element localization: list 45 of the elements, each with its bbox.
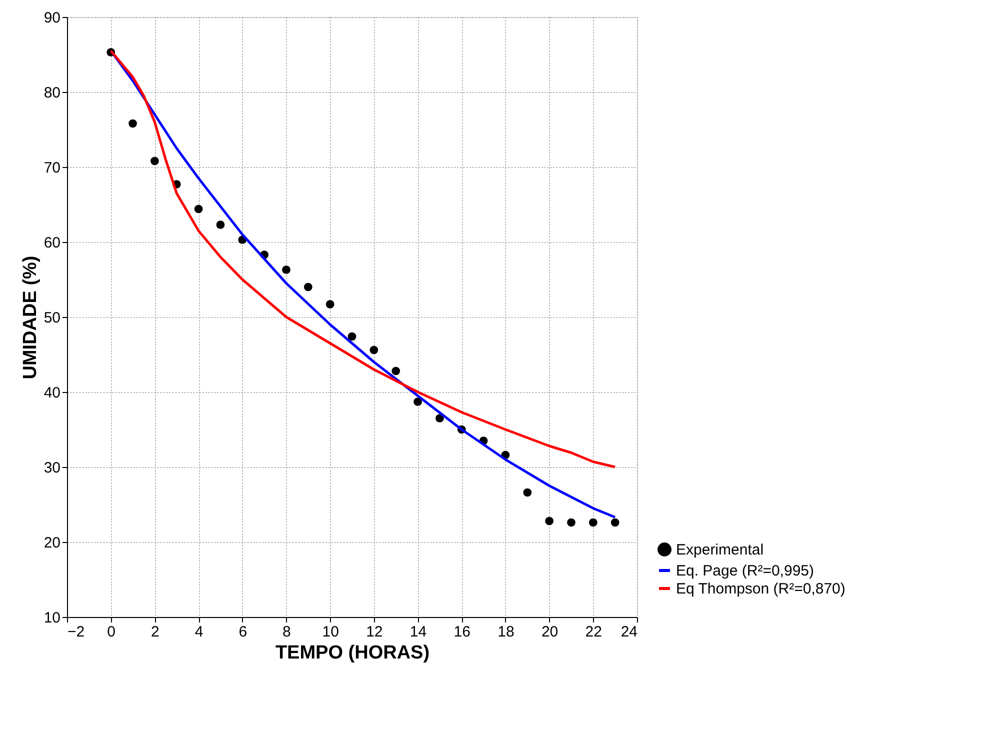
y-tick-label: 50 xyxy=(44,310,60,326)
x-tick-label: 12 xyxy=(366,624,383,640)
x-tick-label: 10 xyxy=(322,624,339,640)
point xyxy=(567,518,576,527)
x-tick-label: 20 xyxy=(541,624,558,640)
y-tick-label: 90 xyxy=(44,10,60,26)
x-tick-label: 6 xyxy=(238,624,248,640)
point xyxy=(348,332,356,341)
y-tick-label: 10 xyxy=(44,610,60,626)
point xyxy=(150,156,159,166)
x-tick-label: 18 xyxy=(498,624,514,640)
y-tick-label: 80 xyxy=(44,84,60,102)
point xyxy=(326,300,334,308)
point xyxy=(128,119,137,128)
y-tick-label: 20 xyxy=(44,534,60,552)
y-tick-label: 70 xyxy=(44,160,60,176)
x-tick-label: 24 xyxy=(620,624,638,640)
point xyxy=(282,266,290,274)
x-tick-label: −2 xyxy=(68,624,85,640)
y-tick-label: 60 xyxy=(44,234,60,252)
x-tick-label: 22 xyxy=(585,624,602,640)
x-tick-label: 8 xyxy=(282,624,291,640)
y-tick-label: 40 xyxy=(44,384,60,402)
point xyxy=(216,220,225,229)
x-axis-title: TEMPO (HORAS) xyxy=(275,642,430,664)
point xyxy=(414,398,422,406)
legend-label: Eq. Page (R²=0,995) xyxy=(676,562,814,580)
point xyxy=(304,282,312,292)
legend-label: Experimental xyxy=(676,542,764,558)
point xyxy=(392,366,400,376)
legend-label: Eq Thompson (R²=0,870) xyxy=(676,580,846,598)
x-tick-label: 16 xyxy=(454,624,470,640)
point xyxy=(588,518,598,527)
point xyxy=(545,516,554,526)
point xyxy=(370,346,378,354)
x-tick-label: 4 xyxy=(194,624,204,640)
point xyxy=(523,488,532,497)
y-axis-title: UMIDADE (%) xyxy=(20,256,41,380)
x-tick-label: 14 xyxy=(410,624,427,640)
y-tick-label: 30 xyxy=(44,460,60,476)
x-tick-label: 0 xyxy=(107,624,116,640)
x-tick-label: 2 xyxy=(151,624,160,640)
point xyxy=(436,414,444,422)
point xyxy=(194,204,203,214)
point xyxy=(610,518,620,527)
